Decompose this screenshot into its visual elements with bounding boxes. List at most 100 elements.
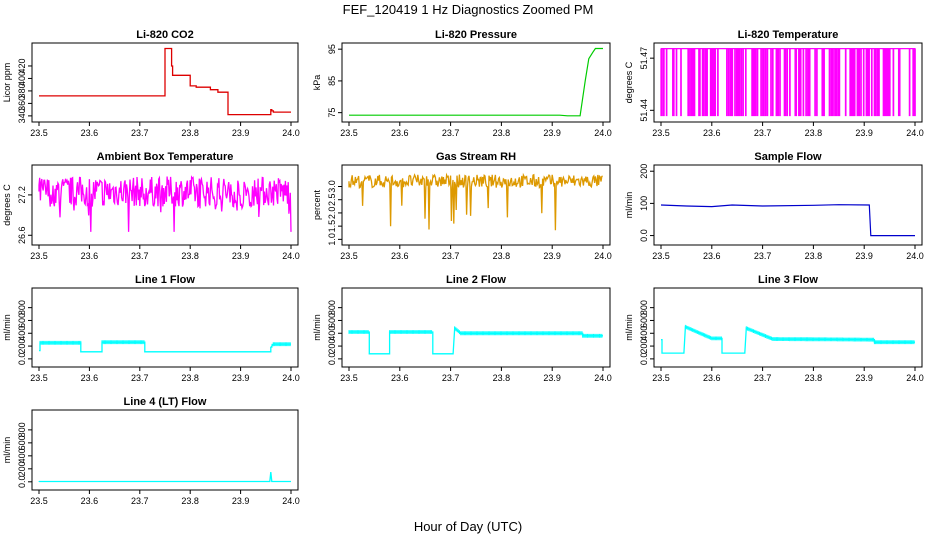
x-tick-label: 24.0 xyxy=(906,128,924,138)
y-tick-label: 340 xyxy=(17,108,27,123)
y-tick-label: 360 xyxy=(17,96,27,111)
panel-title: Line 4 (LT) Flow xyxy=(124,396,207,408)
x-tick-label: 23.9 xyxy=(232,251,250,261)
plot-frame xyxy=(653,164,923,246)
plot-frame xyxy=(341,287,611,368)
y-tick-label: 600 xyxy=(17,435,27,450)
x-tick-label: 23.8 xyxy=(805,251,823,261)
y-axis-label: ml/min xyxy=(2,314,12,341)
x-tick-label: 23.8 xyxy=(181,128,199,138)
x-tick-label: 23.6 xyxy=(81,251,99,261)
x-tick-label: 23.8 xyxy=(493,128,511,138)
x-tick-label: 23.8 xyxy=(493,251,511,261)
x-tick-label: 23.6 xyxy=(703,251,721,261)
x-tick-label: 24.0 xyxy=(906,251,924,261)
x-tick-label: 23.9 xyxy=(855,251,873,261)
plot-frame xyxy=(341,164,611,246)
series-line xyxy=(660,47,916,117)
y-tick-label: 0.0 xyxy=(17,353,27,366)
x-tick-label: 23.6 xyxy=(391,373,409,383)
x-tick-label: 23.7 xyxy=(131,496,149,506)
x-tick-label: 23.5 xyxy=(340,373,358,383)
x-tick-label: 23.5 xyxy=(30,373,48,383)
y-tick-label: 400 xyxy=(17,71,27,86)
x-tick-label: 23.7 xyxy=(754,251,772,261)
y-tick-label: 3.0 xyxy=(327,180,337,193)
y-tick-label: 200 xyxy=(327,339,337,354)
y-tick-label: 400 xyxy=(327,326,337,341)
plot-frame xyxy=(31,42,299,123)
y-tick-label: 51.47 xyxy=(639,47,649,70)
series-line xyxy=(349,326,603,355)
panel-title: Gas Stream RH xyxy=(436,151,516,163)
x-tick-label: 23.6 xyxy=(81,128,99,138)
x-tick-label: 23.9 xyxy=(232,373,250,383)
series-line xyxy=(38,175,292,232)
y-tick-label: 200 xyxy=(17,339,27,354)
y-axis-label: ml/min xyxy=(624,192,634,219)
x-tick-label: 23.5 xyxy=(30,251,48,261)
panel-title: Line 2 Flow xyxy=(446,274,506,286)
y-axis-label: degrees C xyxy=(624,61,634,103)
x-tick-label: 24.0 xyxy=(906,373,924,383)
panel-8: Line 2 Flow ml/min 23.5 23.6 23.7 23.8 23.9 24.… xyxy=(312,274,612,383)
y-tick-label: 1.5 xyxy=(327,220,337,233)
x-tick-label: 23.5 xyxy=(30,496,48,506)
panel-title: Line 1 Flow xyxy=(135,274,195,286)
y-tick-label: 400 xyxy=(17,448,27,463)
plot-frame xyxy=(31,409,299,491)
panel-5: Gas Stream RH percent 23.5 23.6 23.7 23.8 23.9… xyxy=(312,151,612,261)
y-tick-label: 27.2 xyxy=(17,186,27,204)
panel-title: Li-820 CO2 xyxy=(136,29,193,41)
x-tick-label: 24.0 xyxy=(594,251,612,261)
y-tick-label: 800 xyxy=(17,300,27,315)
y-tick-label: 420 xyxy=(17,58,27,73)
y-tick-label: 85 xyxy=(327,76,337,86)
y-axis-label: kPa xyxy=(312,75,322,91)
y-axis-label: ml/min xyxy=(624,314,634,341)
y-tick-label: 95 xyxy=(327,44,337,54)
x-tick-label: 23.9 xyxy=(543,128,561,138)
y-tick-label: 75 xyxy=(327,108,337,118)
x-tick-label: 23.6 xyxy=(703,373,721,383)
y-tick-label: 600 xyxy=(17,313,27,328)
panel-title: Li-820 Temperature xyxy=(738,29,839,41)
x-tick-label: 23.7 xyxy=(131,373,149,383)
panel-title: Line 3 Flow xyxy=(758,274,818,286)
x-tick-label: 23.8 xyxy=(181,373,199,383)
panel-6: Sample Flow ml/min 23.5 23.6 23.7 23.8 23.9 24.… xyxy=(624,151,924,261)
series-line xyxy=(39,472,291,483)
panel-1: Li-820 CO2 Licor ppm 23.5 23.6 23.7 23.8 23.9 2… xyxy=(2,29,300,138)
plot-frame xyxy=(653,42,923,123)
plot-frame xyxy=(31,287,299,368)
main-title: FEF_120419 1 Hz Diagnostics Zoomed PM xyxy=(343,2,594,17)
x-tick-label: 23.8 xyxy=(805,373,823,383)
panel-title: Ambient Box Temperature xyxy=(97,151,234,163)
y-tick-label: 0.0 xyxy=(327,353,337,366)
x-tick-label: 23.8 xyxy=(805,128,823,138)
panel-grid: Li-820 CO2 Licor ppm 23.5 23.6 23.7 23.8 23.9 2… xyxy=(2,29,924,506)
panel-3: Li-820 Temperature degrees C 23.5 23.6 23.7 2… xyxy=(624,29,924,138)
y-tick-label: 380 xyxy=(17,83,27,98)
x-tick-label: 24.0 xyxy=(282,128,300,138)
x-tick-label: 23.7 xyxy=(754,373,772,383)
x-tick-label: 23.7 xyxy=(754,128,772,138)
y-tick-label: 400 xyxy=(17,326,27,341)
x-tick-label: 24.0 xyxy=(282,251,300,261)
x-tick-label: 23.7 xyxy=(442,373,460,383)
series-line xyxy=(661,325,915,354)
x-tick-label: 23.6 xyxy=(703,128,721,138)
x-tick-label: 23.9 xyxy=(855,128,873,138)
y-tick-label: 26.6 xyxy=(17,227,27,245)
y-tick-label: 100 xyxy=(639,196,649,211)
series-line xyxy=(39,341,291,353)
x-tick-label: 23.8 xyxy=(181,496,199,506)
y-tick-label: 1.0 xyxy=(327,233,337,246)
x-tick-label: 23.9 xyxy=(543,251,561,261)
y-tick-label: 0.0 xyxy=(17,476,27,489)
x-tick-label: 24.0 xyxy=(282,496,300,506)
x-tick-label: 24.0 xyxy=(282,373,300,383)
x-tick-label: 23.6 xyxy=(391,251,409,261)
series-line xyxy=(39,47,291,116)
y-tick-label: 600 xyxy=(639,313,649,328)
